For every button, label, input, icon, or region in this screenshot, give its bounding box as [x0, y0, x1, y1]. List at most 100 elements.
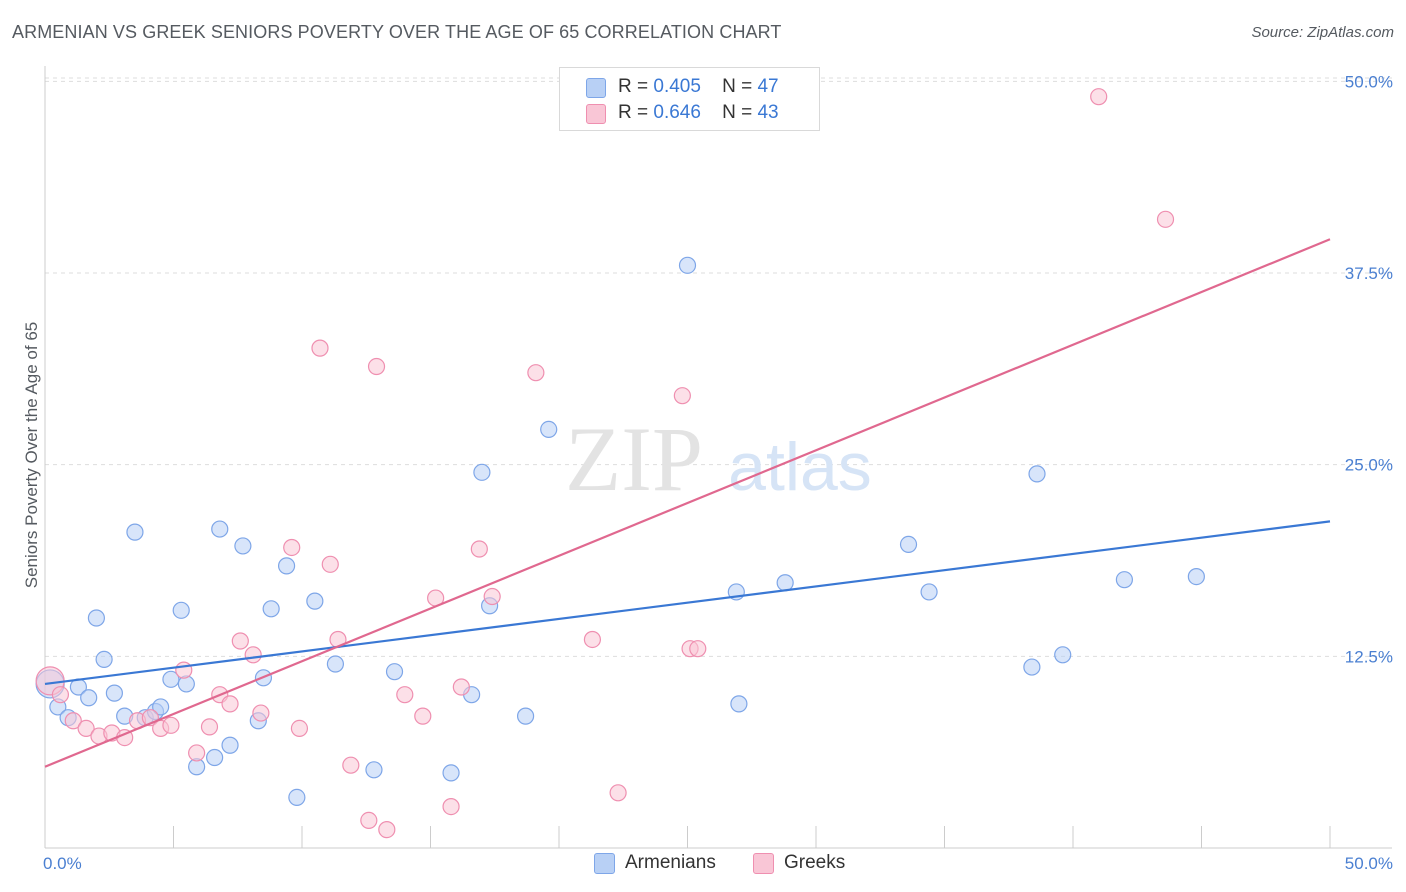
greeks-point-28	[396, 686, 414, 704]
armenians-point-32	[473, 463, 491, 481]
greeks-point-33	[470, 540, 488, 558]
stats-legend: R = 0.405 N = 47 R = 0.646 N = 43	[559, 67, 820, 131]
armenians-swatch	[586, 78, 606, 98]
x-tick-label-1: 50.0%	[1345, 854, 1393, 873]
armenians-point-9	[126, 523, 144, 541]
armenians-point-20	[234, 537, 252, 555]
armenians-trendline	[44, 520, 1331, 686]
greeks-point-20	[290, 719, 309, 738]
greeks-point-3	[77, 719, 95, 738]
greeks-point-31	[442, 797, 460, 816]
armenians-n-value: 47	[757, 76, 779, 97]
bottom-armenians-label: Armenians	[625, 852, 716, 873]
armenians-point-30	[442, 764, 460, 782]
armenians-point-24	[277, 557, 296, 575]
watermark-zip: ZIP	[565, 408, 703, 510]
armenians-point-35	[540, 420, 558, 438]
armenians-point-28	[365, 761, 383, 779]
tick-labels: 12.5% 25.0% 37.5% 50.0% 0.0% 50.0%	[43, 72, 1393, 873]
armenians-point-42	[1023, 658, 1041, 676]
armenians-point-41	[920, 583, 938, 601]
armenians-r-value: 0.405	[653, 76, 701, 97]
greeks-point-24	[342, 756, 360, 774]
greeks-point-26	[367, 357, 386, 376]
greeks-stats: R = 0.646 N = 43	[618, 102, 779, 124]
greeks-trendline	[44, 238, 1331, 768]
greeks-point-29	[414, 707, 432, 725]
greeks-point-36	[583, 630, 602, 649]
greeks-point-17	[244, 646, 262, 664]
greeks-n-value: 43	[757, 102, 779, 123]
armenians-point-39	[776, 574, 794, 592]
armenians-point-23	[262, 600, 280, 618]
armenians-point-38	[730, 695, 748, 713]
armenians-point-26	[306, 592, 324, 610]
greeks-point-16	[231, 632, 249, 650]
armenians-point-18	[211, 520, 229, 538]
data-points	[35, 88, 1205, 839]
greeks-point-18	[252, 704, 270, 722]
trendlines	[44, 238, 1331, 768]
armenians-point-27	[326, 655, 345, 673]
y-tick-label-0: 12.5%	[1345, 647, 1393, 666]
greeks-point-34	[483, 587, 501, 606]
armenians-r-label: R =	[618, 76, 649, 97]
armenians-point-5	[87, 609, 106, 627]
greeks-r-label: R =	[618, 102, 649, 123]
y-tick-label-1: 25.0%	[1345, 456, 1393, 475]
greeks-point-37	[609, 784, 627, 802]
armenians-point-14	[172, 601, 190, 619]
greeks-r-value: 0.646	[653, 102, 701, 123]
armenians-point-43	[1028, 465, 1046, 483]
greeks-point-2	[64, 712, 82, 730]
grid-lines	[45, 77, 1392, 657]
armenians-point-4	[80, 689, 98, 707]
greeks-point-42	[1156, 210, 1175, 228]
armenians-point-34	[516, 707, 535, 725]
watermark-atlas: atlas	[728, 429, 872, 505]
greeks-point-38	[673, 387, 691, 405]
armenians-point-19	[221, 736, 239, 754]
greeks-swatch	[586, 104, 606, 124]
armenians-point-45	[1115, 571, 1134, 589]
greeks-point-15	[221, 695, 239, 713]
greeks-point-19	[283, 538, 301, 557]
armenians-point-46	[1187, 567, 1205, 586]
armenians-stats: R = 0.405 N = 47	[618, 76, 779, 98]
armenians-point-13	[162, 670, 180, 688]
greeks-point-40	[689, 640, 707, 658]
armenians-point-17	[206, 748, 224, 767]
armenians-point-6	[95, 650, 113, 669]
x-tick-label-0: 0.0%	[43, 854, 82, 873]
armenians-point-36	[678, 256, 697, 274]
greeks-point-22	[321, 555, 339, 573]
greeks-point-27	[378, 820, 396, 839]
watermark: ZIP atlas	[565, 408, 872, 510]
armenians-point-40	[899, 535, 918, 554]
armenians-n-label: N =	[722, 76, 753, 97]
bottom-armenians-swatch	[594, 853, 615, 874]
greeks-point-25	[360, 811, 378, 830]
y-tick-label-3: 50.0%	[1345, 72, 1393, 91]
greeks-point-21	[311, 339, 329, 357]
y-tick-label-2: 37.5%	[1345, 264, 1393, 283]
greeks-point-41	[1090, 88, 1108, 106]
armenians-point-12	[152, 698, 170, 716]
bottom-greeks-swatch	[753, 853, 774, 874]
greeks-point-32	[452, 678, 470, 696]
greeks-point-10	[162, 716, 180, 734]
greeks-point-35	[527, 364, 545, 382]
armenians-point-7	[105, 684, 123, 702]
bottom-greeks-label: Greeks	[784, 852, 846, 873]
greeks-n-label: N =	[722, 102, 753, 123]
greeks-point-13	[200, 718, 219, 736]
axes	[44, 66, 1392, 849]
armenians-point-44	[1054, 646, 1072, 664]
greeks-point-1	[51, 686, 70, 704]
greeks-point-11	[175, 661, 193, 679]
chart-title: ARMENIAN VS GREEK SENIORS POVERTY OVER T…	[12, 22, 782, 42]
greeks-point-12	[188, 744, 206, 762]
source-credit: Source: ZipAtlas.com	[1251, 24, 1394, 41]
armenians-point-25	[288, 788, 306, 807]
